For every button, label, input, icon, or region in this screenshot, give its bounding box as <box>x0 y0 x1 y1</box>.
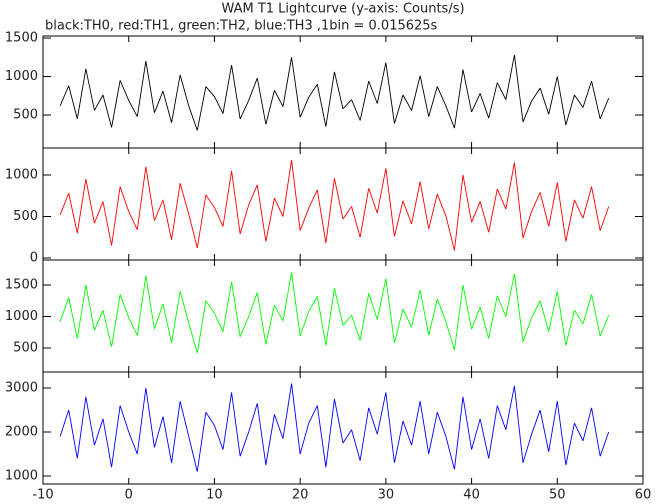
y-tick-label: 500 <box>13 209 38 224</box>
y-tick-label: 1000 <box>5 167 38 182</box>
lightcurve <box>59 272 610 354</box>
x-tick-label: 0 <box>125 488 133 503</box>
y-tick-label: 1000 <box>5 69 38 84</box>
lightcurve <box>59 54 610 131</box>
x-tick-label: 60 <box>635 488 652 503</box>
y-tick-label: 500 <box>13 108 38 123</box>
panel-frame <box>42 259 644 373</box>
x-tick-label: 50 <box>549 488 566 503</box>
y-tick-label: 1000 <box>5 309 38 324</box>
y-tick-label: 3000 <box>5 381 38 396</box>
panel-frame <box>42 35 644 149</box>
y-tick-label: 1500 <box>5 278 38 293</box>
x-tick-label: 40 <box>463 488 480 503</box>
lightcurve <box>59 383 610 472</box>
x-tick-label: 20 <box>292 488 309 503</box>
y-tick-label: 0 <box>30 251 38 266</box>
chart-title: WAM T1 Lightcurve (y-axis: Counts/s) <box>221 2 464 17</box>
x-tick-label: -10 <box>32 488 53 503</box>
x-tick-label: 30 <box>378 488 395 503</box>
y-tick-label: 1000 <box>5 468 38 483</box>
lightcurve <box>59 159 610 251</box>
x-tick-label: 10 <box>206 488 223 503</box>
y-tick-label: 500 <box>13 341 38 356</box>
chart-subtitle: black:TH0, red:TH1, green:TH2, blue:TH3 … <box>45 19 438 34</box>
y-tick-label: 2000 <box>5 425 38 440</box>
panel-frame <box>42 371 644 485</box>
y-tick-label: 1500 <box>5 31 38 46</box>
